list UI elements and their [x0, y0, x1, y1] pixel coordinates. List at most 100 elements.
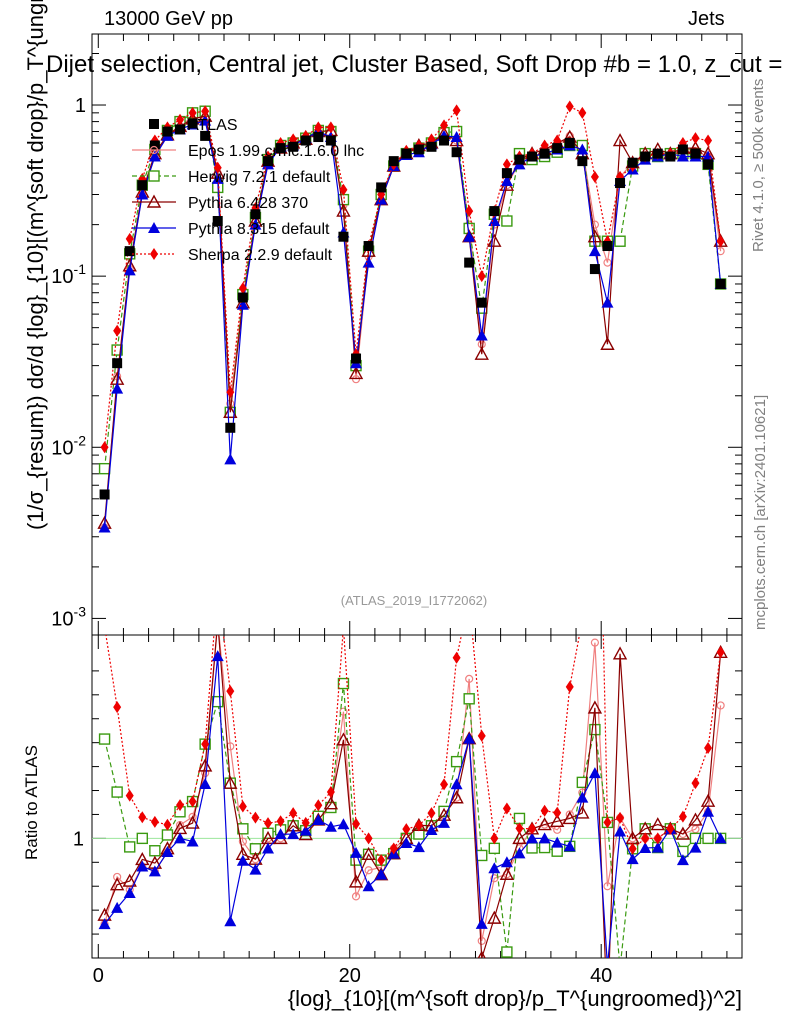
ratio-point-epos — [201, 769, 210, 778]
ratio-point-pythia8 — [136, 860, 149, 872]
point-atlas — [124, 246, 135, 257]
point-sherpa — [716, 235, 725, 248]
point-atlas — [338, 231, 349, 242]
point-atlas — [527, 151, 538, 162]
ratio-point-pythia8 — [538, 832, 551, 844]
ratio-point-sherpa — [515, 822, 524, 835]
x-tick-label: 40 — [590, 965, 612, 987]
ratio-point-pythia8 — [375, 868, 388, 880]
point-pythia8 — [362, 256, 375, 268]
ratio-point-herwig — [513, 812, 526, 825]
point-pythia8 — [588, 245, 601, 257]
ratio-point-sherpa — [226, 685, 235, 698]
point-atlas — [577, 156, 588, 167]
ratio-point-pythia8 — [526, 832, 539, 844]
ratio-point-pythia6 — [499, 866, 515, 880]
point-atlas — [489, 206, 500, 217]
y-tick-label: 10-1 — [51, 261, 86, 288]
ratio-point-epos — [603, 882, 612, 891]
point-atlas — [602, 241, 613, 252]
ratio-point-herwig — [450, 755, 463, 768]
legend-4-label: Pythia 8.315 default — [188, 221, 330, 238]
point-herwig — [111, 344, 123, 356]
header-jets-label: Jets — [688, 8, 725, 30]
ratio-point-herwig — [463, 693, 475, 705]
point-pythia6 — [487, 233, 502, 247]
ratio-point-sherpa — [150, 815, 159, 828]
point-pythia8 — [450, 131, 463, 143]
point-atlas — [539, 148, 550, 159]
point-sherpa — [326, 121, 335, 134]
point-atlas — [99, 489, 110, 500]
point-atlas — [627, 157, 638, 168]
point-atlas — [640, 151, 651, 162]
x-tick-label: 0 — [93, 965, 104, 987]
legend-3-label: Pythia 6.428 370 — [188, 195, 308, 212]
ratio-point-sherpa — [414, 819, 423, 832]
point-atlas — [376, 182, 387, 193]
point-pythia8 — [676, 150, 689, 162]
ratio-point-pythia8 — [676, 854, 689, 866]
ratio-point-sherpa — [276, 815, 285, 828]
ratio-point-sherpa — [339, 621, 347, 633]
ratio-point-herwig — [589, 723, 601, 736]
point-pythia8 — [702, 150, 715, 162]
ratio-point-sherpa — [301, 816, 310, 829]
point-pythia8 — [148, 150, 161, 162]
ratio-point-sherpa — [490, 832, 499, 845]
ratio-point-pythia6 — [477, 950, 486, 958]
ratio-point-herwig — [526, 842, 538, 854]
legend-4-marker — [148, 222, 160, 233]
ratio-point-pythia8 — [488, 862, 501, 874]
header-energy-label: 13000 GeV pp — [104, 8, 233, 30]
point-sherpa — [226, 386, 235, 399]
point-sherpa — [590, 170, 599, 183]
point-sherpa — [502, 158, 511, 171]
point-sherpa — [465, 205, 474, 218]
point-sherpa — [578, 106, 587, 119]
point-sherpa — [125, 232, 134, 245]
ratio-point-pythia8 — [425, 823, 438, 835]
point-atlas — [564, 137, 575, 148]
ratio-point-sherpa — [214, 582, 222, 594]
point-atlas — [703, 159, 714, 170]
ratio-point-pythia8 — [614, 825, 627, 837]
ratio-point-pythia8 — [274, 828, 287, 840]
point-sherpa — [691, 132, 700, 145]
point-pythia8 — [136, 188, 149, 200]
ratio-point-pythia6 — [587, 700, 603, 714]
point-atlas — [237, 292, 248, 303]
ratio-point-herwig — [488, 842, 501, 855]
ratio-point-pythia8 — [236, 854, 249, 866]
legend-0-label: ATLAS — [188, 117, 238, 134]
point-atlas — [149, 140, 160, 151]
ratio-point-pythia8 — [689, 841, 702, 853]
point-atlas — [112, 358, 123, 369]
ratio-point-sherpa — [163, 818, 172, 831]
ratio-point-epos — [364, 866, 373, 875]
point-pythia8 — [236, 298, 249, 310]
point-sherpa — [176, 113, 185, 126]
ratio-point-sherpa — [314, 799, 323, 812]
ratio-point-epos — [351, 892, 361, 901]
ratio-point-sherpa — [603, 816, 612, 829]
point-atlas — [288, 141, 299, 152]
ratio-point-herwig — [551, 845, 563, 857]
point-sherpa — [477, 270, 486, 283]
ratio-point-pythia8 — [111, 901, 124, 913]
ratio-point-pythia6 — [550, 813, 565, 827]
point-pythia6 — [348, 365, 364, 380]
point-pythia8 — [576, 143, 589, 155]
ratio-point-pythia6 — [537, 817, 552, 831]
point-pythia6 — [587, 229, 603, 243]
point-sherpa — [213, 161, 222, 174]
legend-0-marker — [149, 119, 159, 129]
point-sherpa — [540, 139, 549, 152]
ratio-point-pythia6 — [109, 877, 125, 891]
ratio-point-pythia8 — [211, 650, 224, 662]
point-sherpa — [339, 183, 348, 196]
point-atlas — [501, 168, 512, 179]
legend-3-marker — [146, 194, 162, 208]
ratio-point-pythia6 — [336, 732, 351, 746]
